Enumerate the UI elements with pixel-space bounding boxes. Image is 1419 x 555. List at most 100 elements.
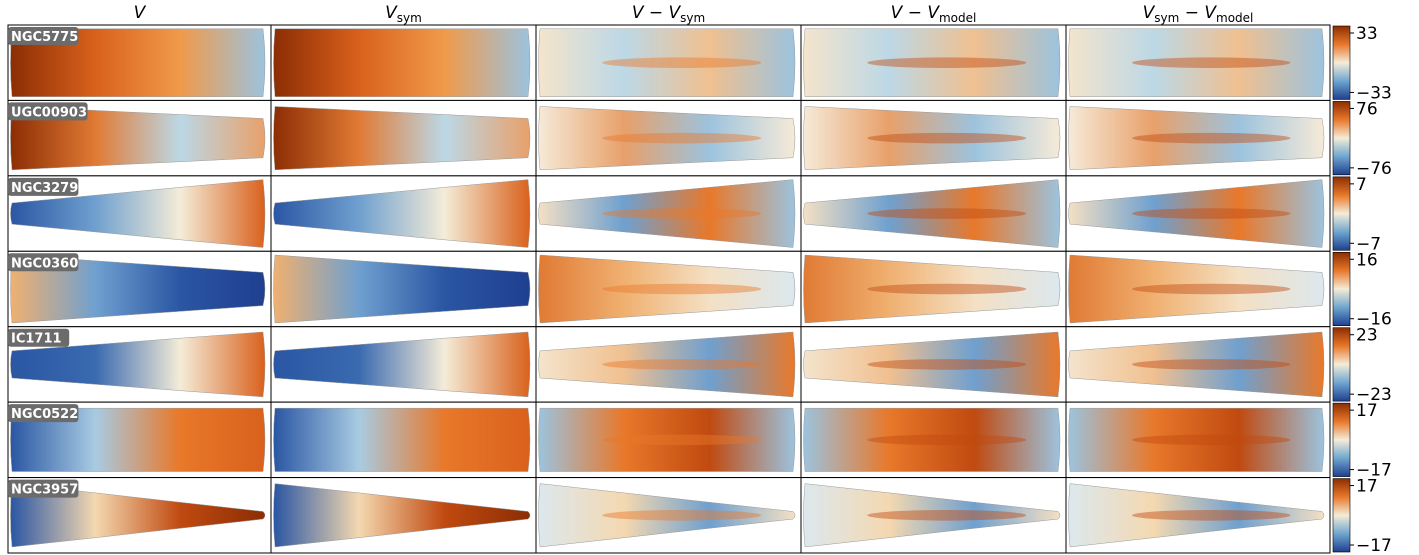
- velocity-map: [10, 407, 266, 472]
- colorbar-tick-label: 17: [1356, 401, 1378, 421]
- residual-feature: [602, 132, 762, 144]
- header-part: V: [1143, 3, 1156, 23]
- velocity-map: [803, 106, 1061, 171]
- residual-feature: [602, 359, 762, 370]
- residual-feature: [1132, 510, 1291, 521]
- velocity-map: [10, 28, 266, 97]
- velocity-map: [803, 28, 1061, 97]
- velocity-map: [273, 106, 531, 171]
- velocity-map: [1068, 28, 1325, 97]
- residual-feature: [867, 132, 1027, 144]
- galaxy-name: NGC0522: [11, 407, 78, 422]
- velocity-map: [803, 483, 1061, 548]
- name-box: [8, 177, 79, 196]
- header-part: V: [134, 3, 147, 23]
- column-header: V − Vsym: [632, 3, 705, 25]
- colorbar: [1332, 251, 1351, 327]
- velocity-map: [538, 179, 796, 248]
- header-part: V − V: [891, 3, 941, 23]
- velocity-map: [273, 483, 531, 548]
- velocity-map: [538, 331, 796, 398]
- velocity-map: [10, 254, 266, 324]
- velocity-map: [538, 407, 796, 472]
- colorbar-tick-label: −23: [1356, 385, 1392, 405]
- velocity-map: [10, 483, 266, 548]
- colorbar-tick-label: 17: [1356, 477, 1378, 497]
- residual-feature: [602, 434, 762, 446]
- velocity-map: [1068, 407, 1325, 472]
- velocity-map: [1068, 106, 1325, 171]
- velocity-map: [538, 28, 796, 97]
- velocity-map: [1068, 483, 1325, 548]
- column-header: V: [134, 3, 147, 23]
- residual-feature: [602, 510, 762, 521]
- header-part: model: [1216, 11, 1253, 25]
- velocity-map: [538, 106, 796, 171]
- velocity-map: [273, 331, 531, 398]
- colorbar-tick-label: 16: [1356, 250, 1378, 270]
- header-part: sym: [680, 11, 705, 25]
- velocity-map: [803, 407, 1061, 472]
- velocity-map: [273, 28, 531, 97]
- velocity-map: [1068, 179, 1325, 248]
- colorbar: [1332, 101, 1351, 176]
- galaxy-name: IC1711: [11, 332, 62, 347]
- colorbar: [1332, 402, 1351, 477]
- header-part: sym: [1154, 11, 1179, 25]
- colorbar-tick-label: 23: [1356, 326, 1378, 346]
- residual-feature: [1132, 359, 1291, 370]
- header-part: V: [385, 3, 398, 23]
- velocity-map: [803, 254, 1061, 324]
- residual-feature: [867, 359, 1027, 370]
- header-part: model: [939, 11, 976, 25]
- name-box: [8, 102, 88, 121]
- residual-feature: [1132, 57, 1291, 68]
- column-header: Vsym: [385, 3, 422, 25]
- name-box: [8, 328, 70, 347]
- velocity-map: [10, 179, 266, 248]
- residual-feature: [1132, 208, 1291, 219]
- colorbar-tick-label: −17: [1356, 536, 1392, 555]
- colorbar-tick-label: −16: [1356, 310, 1392, 330]
- galaxy-name: UGC00903: [11, 105, 87, 120]
- velocity-map: [803, 179, 1061, 248]
- residual-feature: [602, 283, 762, 295]
- colorbar-tick-label: −17: [1356, 461, 1392, 481]
- name-box: [8, 404, 79, 423]
- residual-feature: [867, 57, 1027, 68]
- galaxy-name: NGC3279: [11, 181, 78, 196]
- velocity-map: [273, 407, 531, 472]
- colorbar-tick-label: 33: [1356, 24, 1378, 44]
- colorbar: [1332, 176, 1351, 251]
- colorbar-tick-label: 7: [1356, 175, 1367, 195]
- colorbar-tick-label: −33: [1356, 83, 1392, 103]
- residual-feature: [1132, 283, 1291, 295]
- colorbar-tick-label: −76: [1356, 159, 1392, 179]
- residual-feature: [867, 283, 1027, 295]
- residual-feature: [602, 57, 762, 68]
- residual-feature: [867, 208, 1027, 219]
- name-box: [8, 27, 79, 45]
- header-part: V − V: [632, 3, 682, 23]
- name-box: [8, 479, 79, 498]
- colorbar: [1332, 25, 1351, 100]
- galaxy-name: NGC5775: [11, 30, 78, 45]
- velocity-map: [10, 106, 266, 171]
- residual-feature: [602, 208, 762, 219]
- residual-feature: [1132, 434, 1291, 446]
- residual-feature: [867, 510, 1027, 521]
- colorbar: [1332, 327, 1351, 402]
- galaxy-name: NGC3957: [11, 483, 78, 498]
- velocity-map: [1068, 331, 1325, 398]
- header-part: sym: [397, 11, 422, 25]
- colorbar-tick-label: 76: [1356, 99, 1378, 119]
- velocity-map: [273, 179, 531, 248]
- velocity-map: [10, 331, 266, 398]
- column-header: Vsym − Vmodel: [1143, 3, 1254, 25]
- residual-feature: [1132, 132, 1291, 144]
- velocity-map: [538, 254, 796, 324]
- velocity-map: [1068, 254, 1325, 324]
- colorbar: [1332, 478, 1351, 553]
- residual-feature: [867, 434, 1027, 446]
